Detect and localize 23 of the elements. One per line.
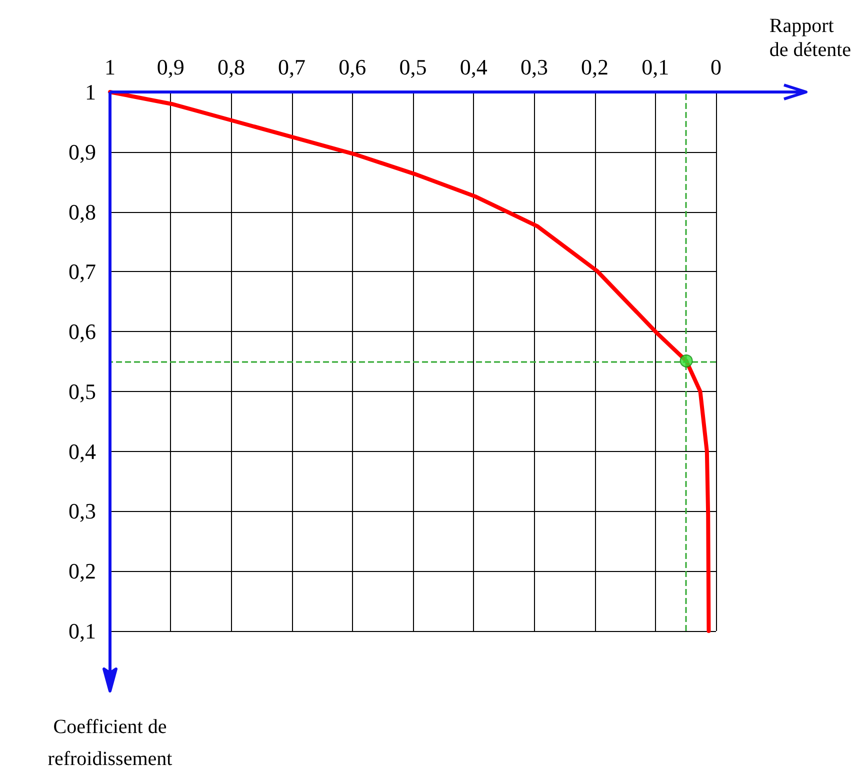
y-tick-label: 0,5 [68, 378, 96, 404]
y-tick-label: 0,6 [68, 319, 96, 344]
y-tick-label: 0,2 [68, 558, 96, 584]
x-axis-title: Rapport de détente [769, 15, 852, 61]
x-tick-label: 0,5 [399, 54, 427, 80]
y-axis-title: Coefficient de refroidissement [48, 716, 173, 770]
y-tick-label: 0,3 [68, 498, 96, 524]
x-tick-label: 0,4 [460, 54, 488, 80]
x-tick-label: 0,8 [217, 54, 245, 80]
y-tick-label: 1 [85, 80, 96, 104]
y-tick-label: 0,8 [68, 199, 96, 224]
y-tick-label: 0,1 [68, 618, 96, 644]
x-tick-label: 0,3 [520, 54, 548, 80]
y-tick-label: 0,7 [68, 259, 96, 284]
y-tick-label: 0,4 [68, 438, 96, 464]
x-tick-label: 0,6 [338, 54, 366, 80]
x-tick-label: 0,7 [278, 54, 306, 80]
y-tick-label: 0,9 [68, 139, 96, 164]
x-tick-label: 1 [104, 54, 116, 80]
x-tick-label: 0 [710, 54, 722, 80]
x-tick-label: 0,9 [156, 54, 184, 80]
x-tick-label: 0,1 [642, 54, 670, 80]
x-tick-label: 0,2 [581, 54, 609, 80]
